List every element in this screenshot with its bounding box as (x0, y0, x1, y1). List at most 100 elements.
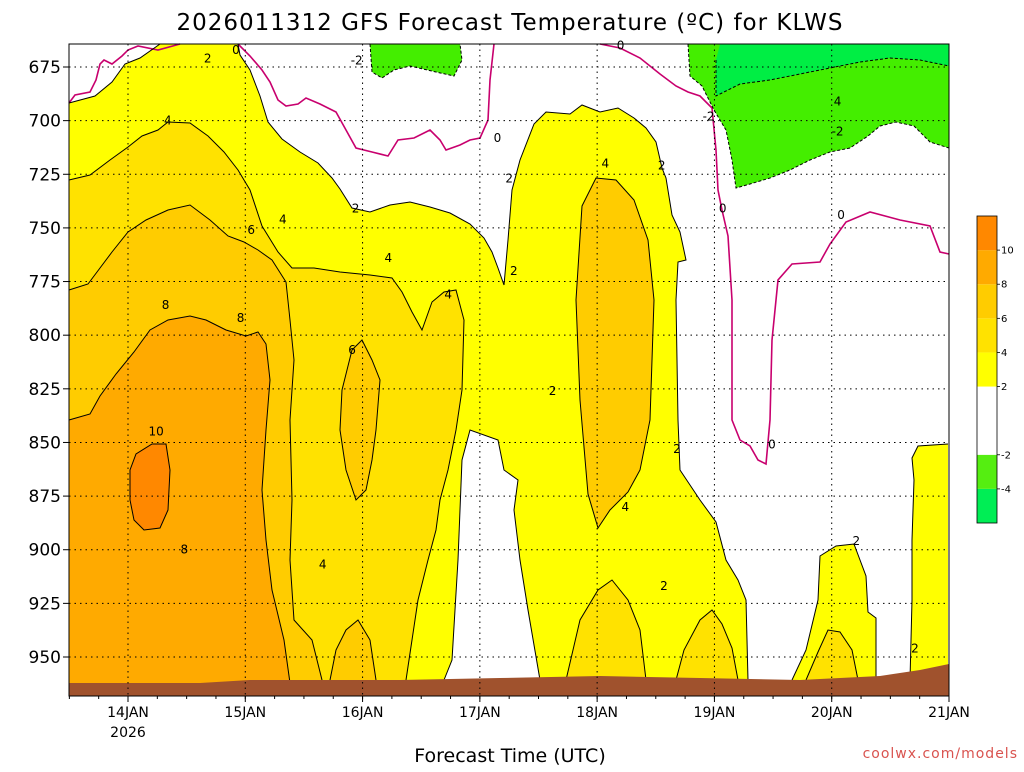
x-axis-title: Forecast Time (UTC) (414, 745, 605, 767)
contour-4-19jan-outline (675, 609, 739, 681)
temp-fill-4-to-6-19jan (676, 610, 738, 680)
contour-label: 4 (621, 500, 629, 514)
contour-6-16jan-outline (339, 339, 381, 501)
contour-4-18jan-outline (575, 177, 655, 530)
contour-label: 4 (164, 114, 172, 128)
y-tick-label: 750 (29, 219, 61, 239)
contour-label: 6 (348, 343, 356, 357)
contour-10-outline (129, 443, 171, 531)
contour-label: 8 (162, 298, 170, 312)
x-tick-sublabel: 2026 (110, 725, 146, 741)
contour-label: 2 (549, 384, 557, 398)
contour-label: 4 (279, 212, 287, 226)
contour-6-16jan-low-outline (329, 619, 377, 681)
credit-text: coolwx.com/models (863, 746, 1018, 762)
y-tick-label: 800 (29, 326, 61, 346)
colorbar-segment (977, 250, 997, 285)
ground-surface (69, 664, 949, 696)
colorbar-label: 8 (1001, 280, 1007, 291)
chart-title: 2026011312 GFS Forecast Temperature (ºC)… (176, 10, 843, 36)
colorbar-segment (977, 454, 997, 489)
temp-fill-2-to-4-east-a (792, 544, 876, 680)
colorbar-segment (977, 284, 997, 319)
contour-label: 2 (853, 534, 861, 548)
contour-2-outline (68, 43, 749, 681)
y-tick-label: 700 (29, 112, 61, 132)
cold-contour-lines (369, 43, 950, 189)
temp-fill-10-to-12 (130, 444, 170, 530)
contour-4-18jan-low-outline (565, 579, 647, 681)
colorbar-label: 2 (1001, 382, 1007, 393)
contour-label: 2 (660, 579, 668, 593)
temp-fill-4-to-6-18jan-low (566, 580, 646, 680)
colorbar-segment (977, 318, 997, 353)
contour-label: 4 (385, 251, 393, 265)
contour-minus-4-outline (715, 57, 950, 97)
colorbar-segment (977, 352, 997, 387)
contour-label: 2 (510, 264, 518, 278)
y-axis: 675 700 725 750 775 800 825 850 875 900 925 950 (29, 58, 69, 668)
x-tick-label: 15JAN (224, 705, 266, 721)
temp-fill-below-minus-4 (716, 44, 949, 96)
contour-minus-2-west-outline (369, 43, 463, 79)
contour-label: 2 (658, 159, 666, 173)
y-tick-label: 850 (29, 433, 61, 453)
contour-label: -2 (351, 54, 363, 68)
temp-fill-6-to-8-16jan (340, 340, 380, 500)
contour-label: 4 (444, 287, 452, 301)
contour-label: 0 (232, 43, 240, 57)
contour-label: 2 (352, 202, 360, 216)
contour-label: -2 (703, 109, 715, 123)
contour-label: 0 (719, 202, 727, 216)
contour-label: 2 (911, 641, 919, 655)
colorbar-frame (976, 215, 998, 524)
y-tick-label: 950 (29, 648, 61, 668)
contour-label: 0 (617, 39, 625, 53)
contour-label: 4 (834, 94, 842, 108)
temp-fill-6-to-8-16jan-low (330, 620, 376, 680)
plot-area: 2 0 -2 0 0 -2 4 -2 0 0 4 2 4 2 2 4 6 4 2 4 8 8 6 2 10 2 0 4 8 4 2 2 2 (68, 39, 950, 696)
contour-label: 8 (180, 543, 188, 557)
contour-label: -2 (832, 124, 844, 138)
x-tick-label: 16JAN (342, 705, 384, 721)
colorbar-label: 10 (1001, 246, 1014, 257)
contour-label: 8 (237, 311, 245, 325)
contour-2-east-a-outline (791, 543, 877, 681)
contour-label: 0 (494, 131, 502, 145)
x-tick-label: 17JAN (459, 705, 501, 721)
contour-label: 2 (204, 51, 212, 65)
y-tick-label: 775 (29, 273, 61, 293)
grid (69, 44, 950, 696)
y-tick-label: 900 (29, 541, 61, 561)
x-axis: 14JAN 2026 15JAN 16JAN 17JAN 18JAN 19JAN 20JAN 2… (68, 696, 970, 741)
temp-fill-8-to-10 (69, 316, 290, 683)
contour-label: 2 (673, 442, 681, 456)
x-tick-label: 19JAN (694, 705, 736, 721)
y-tick-label: 875 (29, 487, 61, 507)
colorbar-segment (977, 216, 997, 251)
y-tick-label: 925 (29, 594, 61, 614)
colorbar-label: -2 (1001, 450, 1011, 461)
y-tick-label: 675 (29, 58, 61, 78)
y-tick-label: 825 (29, 380, 61, 400)
contour-6-outline (68, 204, 323, 681)
colorbar-label: 4 (1001, 348, 1007, 359)
x-tick-label: 18JAN (576, 705, 618, 721)
contour-label: 0 (768, 438, 776, 452)
temp-fill-4-to-6-18jan (576, 178, 654, 528)
contour-lines (68, 43, 949, 684)
contour-label: 2 (505, 172, 513, 186)
contour-label: 4 (319, 558, 327, 572)
contour-label: 4 (602, 157, 610, 171)
contour-label: 10 (149, 425, 164, 439)
zero-contour-west (68, 43, 495, 157)
colorbar-segment (977, 386, 997, 455)
contour-2-east-b-outline (909, 443, 949, 681)
temp-fill-below-minus-2-west (370, 44, 462, 78)
contour-4-outline (68, 121, 465, 681)
temp-fill-2-to-4-east-b (910, 444, 948, 680)
x-tick-label: 14JAN (107, 705, 149, 721)
contour-4-20jan-outline (805, 629, 859, 681)
contour-minus-2-outline (687, 43, 950, 189)
